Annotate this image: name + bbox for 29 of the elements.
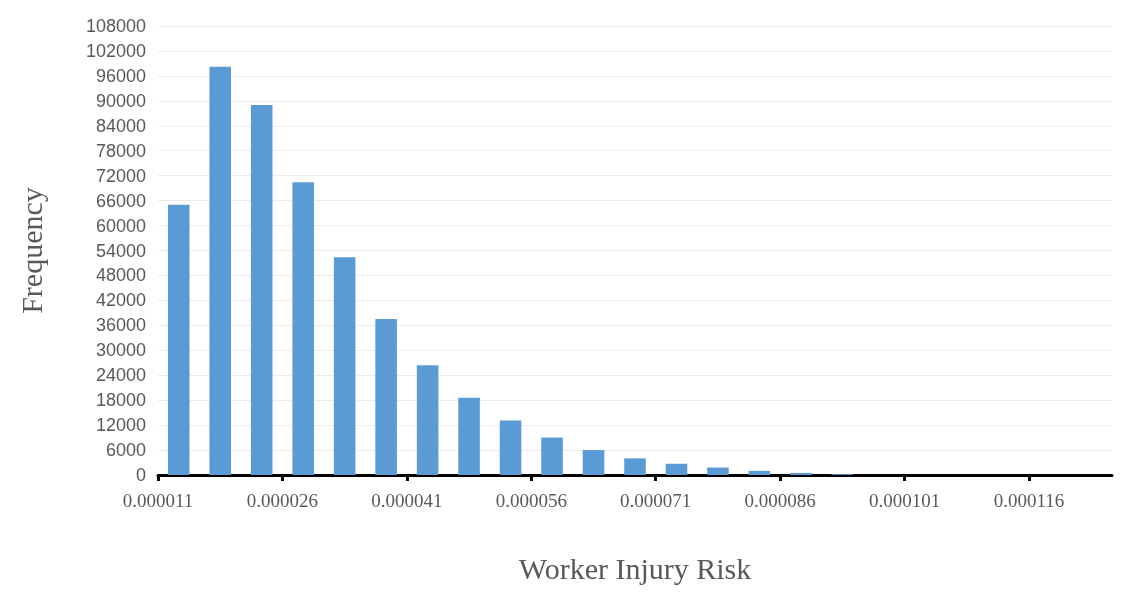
y-tick-label: 54000: [95, 240, 146, 261]
y-tick-label: 42000: [95, 290, 146, 311]
x-axis-title: Worker Injury Risk: [518, 551, 752, 585]
y-tick-label: 90000: [95, 90, 146, 111]
y-tick-label: 60000: [95, 215, 146, 236]
y-tick-label: 78000: [95, 140, 146, 161]
x-tick-label: 0.000056: [495, 490, 567, 511]
x-tick-label: 0.000041: [371, 490, 443, 511]
y-tick-label: 6000: [105, 440, 146, 461]
y-tick-label: 108000: [85, 16, 146, 36]
x-tick-label: 0.000116: [993, 490, 1065, 511]
x-tick-label: 0.000101: [868, 490, 941, 511]
x-tick-label: 0.000011: [122, 490, 194, 511]
y-tick-label: 12000: [95, 415, 146, 436]
y-tick-label: 84000: [95, 115, 146, 136]
x-tick-label: 0.000086: [744, 490, 816, 511]
x-tick-label: 0.000071: [620, 490, 692, 511]
y-tick-label: 102000: [85, 40, 146, 61]
y-tick-label: 30000: [95, 340, 146, 361]
y-tick-label: 66000: [95, 190, 146, 211]
y-axis-title: Frequency: [14, 187, 48, 314]
y-tick-label: 24000: [95, 365, 146, 386]
x-tick-label: 0.000026: [246, 490, 319, 511]
y-tick-label: 72000: [95, 165, 146, 186]
y-tick-label: 96000: [95, 65, 146, 86]
y-tick-label: 48000: [95, 265, 146, 286]
y-tick-label: 18000: [95, 390, 146, 411]
y-tick-label: 0: [135, 465, 146, 485]
y-tick-label: 36000: [95, 315, 146, 336]
